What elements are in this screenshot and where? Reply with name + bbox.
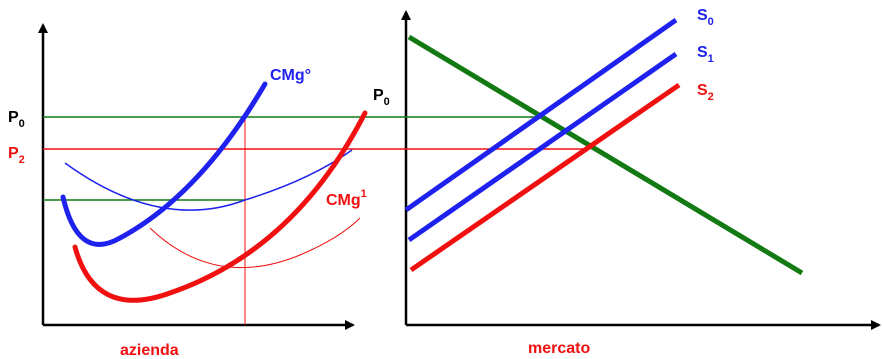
azienda-cmg1-curve [72, 110, 368, 303]
s0-label: S0 [697, 7, 714, 28]
demand-line [407, 34, 804, 276]
azienda-p2-label: P2 [8, 145, 25, 166]
azienda-cme0-curve [64, 149, 353, 211]
azienda-p0-label: P0 [8, 109, 25, 130]
azienda-panel: P0 P2 CMg° CMg1 azienda [8, 23, 397, 359]
cmg0-label: CMg° [270, 67, 311, 84]
mercato-panel: P0 S0 S1 S2 mercato [373, 7, 881, 357]
supply-s0-line [404, 17, 678, 213]
supply-s1-line [407, 51, 678, 243]
azienda-caption: azienda [120, 342, 179, 359]
azienda-cme1-curve [149, 217, 361, 269]
s2-label: S2 [697, 82, 714, 103]
mercato-caption: mercato [528, 340, 590, 357]
supply-s2-line [409, 82, 681, 273]
cmg1-label: CMg1 [326, 188, 367, 209]
mercato-p0-label: P0 [373, 87, 390, 108]
s1-label: S1 [697, 44, 714, 65]
azienda-cmg0-curve [60, 81, 268, 247]
